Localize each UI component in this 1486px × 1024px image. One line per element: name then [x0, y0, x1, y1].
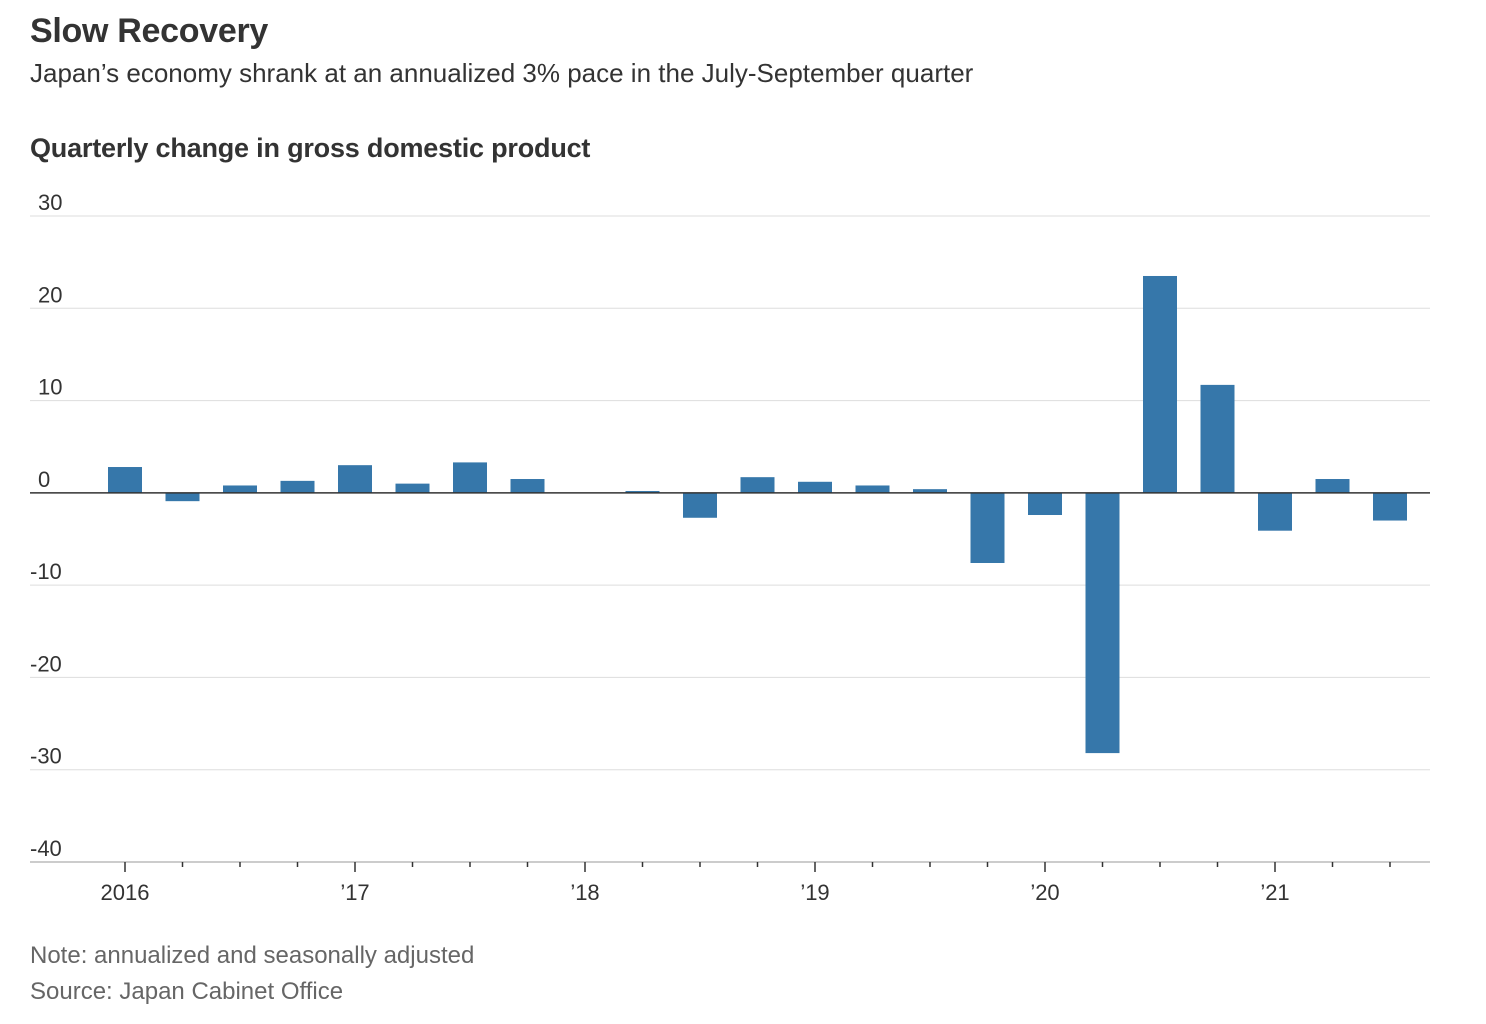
x-tick-label: ’17: [340, 880, 369, 905]
x-tick-label: 2016: [101, 880, 150, 905]
bar: [1143, 275, 1177, 493]
x-tick-label: ’21: [1260, 880, 1289, 905]
chart-title: Slow Recovery: [30, 12, 268, 50]
x-tick-label: ’18: [570, 880, 599, 905]
y-tick-label: 30: [38, 190, 62, 215]
bar: [1200, 384, 1235, 493]
x-axis: 2016 ’17 ’18 ’19 ’20 ’21: [30, 492, 1430, 905]
bars: [108, 275, 1407, 754]
bar: [395, 483, 430, 493]
bar: [338, 465, 372, 493]
bar: [165, 492, 200, 502]
bar: [1315, 479, 1350, 493]
y-tick-label: -20: [30, 651, 62, 676]
bar: [510, 479, 545, 493]
bar: [798, 481, 832, 493]
bar: [223, 485, 257, 493]
plot-heading: Quarterly change in gross domestic produ…: [30, 133, 591, 163]
bar: [970, 492, 1005, 563]
bar-chart: 30 20 10 0 -10 -20 -30 -40 2016 ’17 ’18 ’19 ’20 ’21: [30, 190, 1430, 905]
bar: [453, 462, 487, 493]
bar: [740, 477, 775, 493]
bar: [1258, 492, 1292, 531]
y-tick-label: 20: [38, 282, 62, 307]
y-tick-label: 0: [38, 467, 50, 492]
y-tick-label: -30: [30, 744, 62, 769]
x-tick-label: ’19: [800, 880, 829, 905]
bar: [683, 492, 717, 518]
bar: [913, 489, 947, 493]
bar: [108, 467, 142, 493]
footnote: Note: annualized and seasonally adjusted: [30, 942, 475, 969]
bar: [855, 485, 890, 493]
bar: [1085, 492, 1120, 754]
chart-subtitle: Japan’s economy shrank at an annualized …: [30, 58, 974, 88]
gridlines: [30, 215, 1430, 771]
bar: [1028, 492, 1062, 516]
x-tick-label: ’20: [1030, 880, 1059, 905]
y-tick-label: -10: [30, 559, 62, 584]
source-note: Source: Japan Cabinet Office: [30, 978, 344, 1005]
y-axis-labels: 30 20 10 0 -10 -20 -30 -40: [30, 190, 62, 861]
y-tick-label: -40: [30, 836, 62, 861]
bar: [625, 491, 660, 493]
y-tick-label: 10: [38, 375, 62, 400]
bar: [1373, 492, 1407, 521]
bar: [280, 480, 315, 493]
